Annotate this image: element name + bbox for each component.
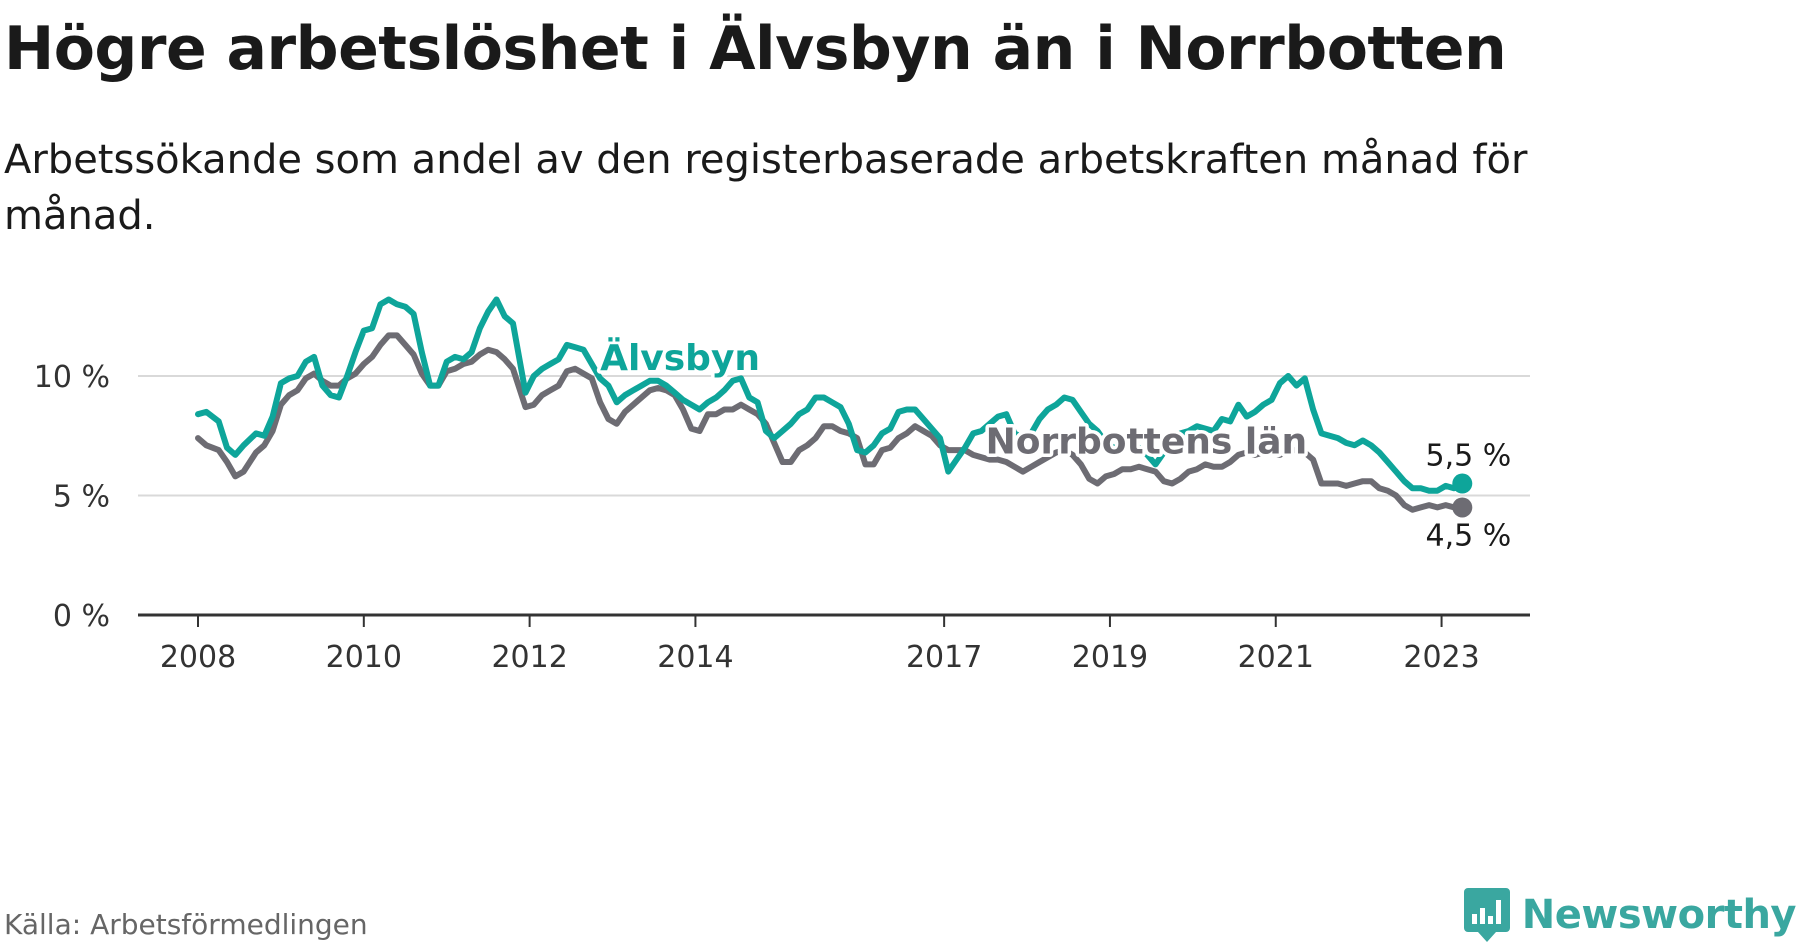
y-tick-label: 5 %: [53, 480, 110, 515]
x-tick-label: 2014: [657, 640, 733, 675]
newsworthy-logo-icon: [1463, 888, 1510, 942]
axes: 0 % 5 % 10 % 2008 2010 2012 2014 2017 2019 2021 20…: [34, 360, 1530, 675]
series-labels: Älvsbyn Norrbottens län 5,5 % 4,5 %: [597, 334, 1512, 554]
source-note: Källa: Arbetsförmedlingen: [4, 908, 368, 941]
x-tick-label: 2023: [1403, 640, 1479, 675]
brand-name: Newsworthy: [1521, 892, 1797, 938]
y-tick-label: 10 %: [34, 360, 110, 395]
end-value-norrbotten: 4,5 %: [1426, 518, 1512, 553]
chart-title: Högre arbetslöshet i Älvsbyn än i Norrbo…: [4, 14, 1507, 84]
y-tick-label: 0 %: [53, 599, 110, 634]
series-lines: [195, 296, 1473, 518]
gridlines: [138, 375, 1530, 497]
series-line-alvsbyn: [195, 296, 1466, 494]
series-label-norrbotten: Norrbottens län: [986, 422, 1308, 463]
x-tick-label: 2008: [160, 640, 236, 675]
x-tick-label: 2021: [1238, 640, 1314, 675]
series-endpoint-alvsbyn: [1452, 473, 1473, 494]
end-value-alvsbyn: 5,5 %: [1426, 439, 1512, 474]
series-label-alvsbyn: Älvsbyn: [600, 337, 760, 379]
x-tick-label: 2012: [491, 640, 567, 675]
brand-logo: Newsworthy: [1462, 886, 1797, 944]
series-endpoint-norrbotten: [1452, 497, 1473, 518]
x-tick-label: 2019: [1072, 640, 1148, 675]
x-tick-label: 2010: [326, 640, 402, 675]
chart-subtitle: Arbetssökande som andel av den registerb…: [4, 137, 1528, 239]
series-line-norrbotten: [195, 332, 1466, 513]
x-tick-label: 2017: [906, 640, 982, 675]
